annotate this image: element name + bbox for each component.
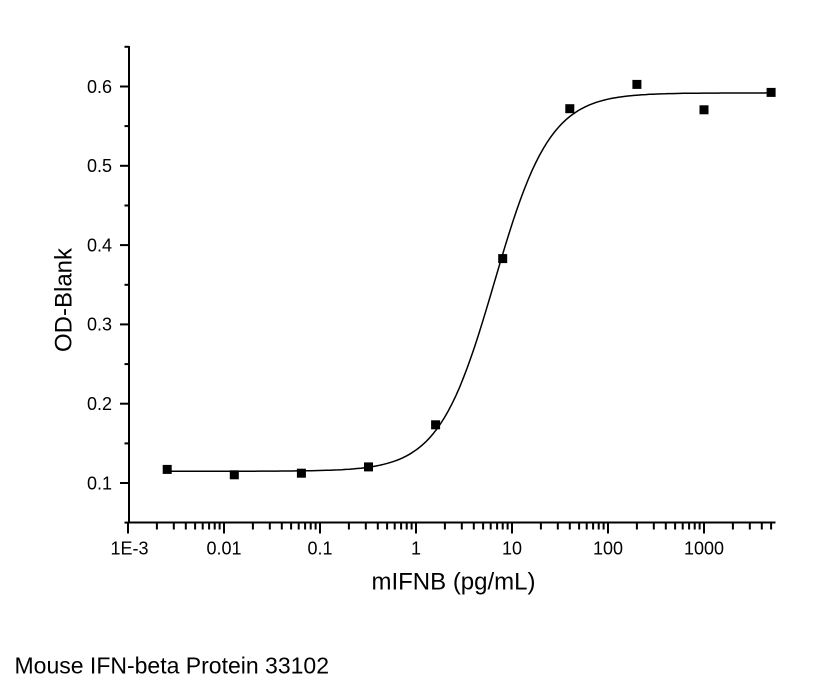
svg-text:0.01: 0.01 <box>206 539 241 559</box>
svg-text:Mouse IFN-beta Protein 33102: Mouse IFN-beta Protein 33102 <box>15 653 330 679</box>
svg-text:0.6: 0.6 <box>87 77 112 97</box>
svg-text:10: 10 <box>502 539 522 559</box>
svg-text:0.2: 0.2 <box>87 394 112 414</box>
svg-text:0.4: 0.4 <box>87 235 112 255</box>
svg-text:0.1: 0.1 <box>307 539 332 559</box>
svg-text:0.5: 0.5 <box>87 156 112 176</box>
svg-text:1000: 1000 <box>684 539 724 559</box>
svg-text:mIFNB (pg/mL): mIFNB (pg/mL) <box>371 569 535 596</box>
svg-text:OD-Blank: OD-Blank <box>51 247 78 352</box>
svg-text:1E-3: 1E-3 <box>110 539 148 559</box>
svg-text:0.1: 0.1 <box>87 473 112 493</box>
svg-text:0.3: 0.3 <box>87 315 112 335</box>
svg-text:100: 100 <box>593 539 623 559</box>
svg-text:1: 1 <box>411 539 421 559</box>
